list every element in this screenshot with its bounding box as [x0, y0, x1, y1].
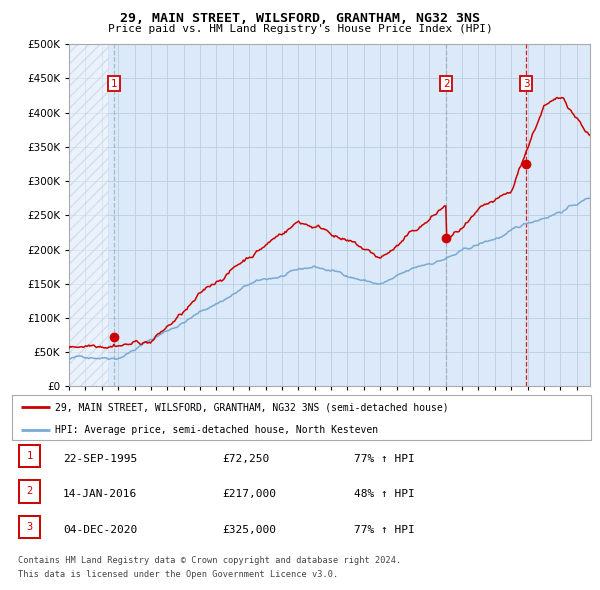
Text: Contains HM Land Registry data © Crown copyright and database right 2024.: Contains HM Land Registry data © Crown c… — [18, 556, 401, 565]
Text: £325,000: £325,000 — [222, 525, 276, 535]
Text: 48% ↑ HPI: 48% ↑ HPI — [354, 489, 415, 499]
Text: 77% ↑ HPI: 77% ↑ HPI — [354, 454, 415, 464]
Text: 3: 3 — [523, 78, 530, 88]
Bar — [69, 44, 109, 386]
Text: HPI: Average price, semi-detached house, North Kesteven: HPI: Average price, semi-detached house,… — [55, 425, 379, 435]
FancyBboxPatch shape — [19, 480, 40, 503]
FancyBboxPatch shape — [19, 516, 40, 538]
FancyBboxPatch shape — [19, 445, 40, 467]
Text: This data is licensed under the Open Government Licence v3.0.: This data is licensed under the Open Gov… — [18, 571, 338, 579]
Text: £72,250: £72,250 — [222, 454, 269, 464]
Text: £217,000: £217,000 — [222, 489, 276, 499]
Text: 1: 1 — [26, 451, 32, 461]
FancyBboxPatch shape — [12, 395, 591, 440]
Text: 1: 1 — [110, 78, 117, 88]
Text: 29, MAIN STREET, WILSFORD, GRANTHAM, NG32 3NS (semi-detached house): 29, MAIN STREET, WILSFORD, GRANTHAM, NG3… — [55, 402, 449, 412]
Text: 77% ↑ HPI: 77% ↑ HPI — [354, 525, 415, 535]
Text: 29, MAIN STREET, WILSFORD, GRANTHAM, NG32 3NS: 29, MAIN STREET, WILSFORD, GRANTHAM, NG3… — [120, 12, 480, 25]
Text: 2: 2 — [26, 487, 32, 496]
Text: Price paid vs. HM Land Registry's House Price Index (HPI): Price paid vs. HM Land Registry's House … — [107, 24, 493, 34]
Text: 3: 3 — [26, 522, 32, 532]
Text: 14-JAN-2016: 14-JAN-2016 — [63, 489, 137, 499]
Text: 04-DEC-2020: 04-DEC-2020 — [63, 525, 137, 535]
Text: 22-SEP-1995: 22-SEP-1995 — [63, 454, 137, 464]
Text: 2: 2 — [443, 78, 449, 88]
